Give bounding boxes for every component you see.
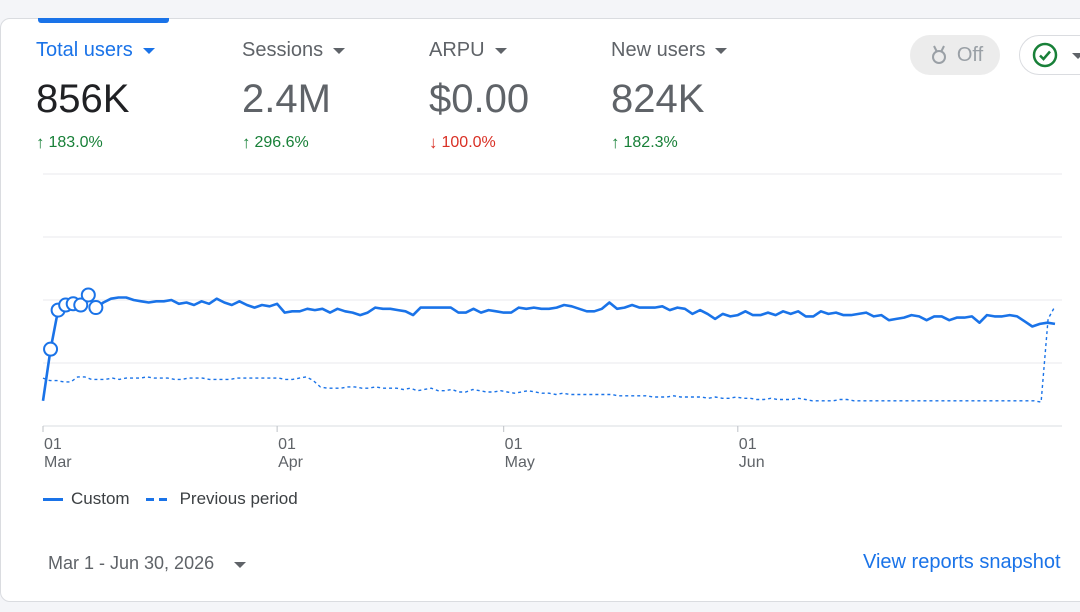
status-check-button[interactable]	[1019, 35, 1080, 75]
change-value: 100.0%	[441, 134, 496, 151]
arrow-up-icon: ↑	[611, 133, 620, 152]
x-tick-month-label: May	[505, 454, 535, 471]
x-tick-day-label: 01	[278, 436, 296, 453]
overview-card	[0, 18, 1080, 602]
solid-line-swatch	[43, 497, 63, 501]
metric-selector[interactable]: ARPU	[429, 37, 529, 63]
series-line-custom[interactable]	[41, 293, 1056, 401]
metric-selector[interactable]: New users	[611, 37, 728, 63]
x-tick-month-label: Jun	[739, 454, 765, 471]
metric-value: 856K	[36, 77, 130, 121]
metric-sessions[interactable]: Sessions 2.4M ↑ 296.6%	[242, 37, 346, 153]
x-tick-day-label: 01	[44, 436, 62, 453]
change-value: 182.3%	[623, 134, 678, 151]
metric-new-users[interactable]: New users 824K ↑ 182.3%	[611, 37, 728, 153]
dropdown-caret-icon	[333, 48, 346, 54]
legend-label: Previous period	[179, 489, 298, 508]
data-point-marker[interactable]	[80, 287, 96, 303]
legend-item-previous[interactable]: Previous period	[145, 489, 298, 509]
x-tick-day-label: 01	[505, 436, 523, 453]
metric-value: 2.4M	[242, 77, 331, 121]
metric-label: Total users	[36, 38, 133, 61]
x-tick-day-label: 01	[739, 436, 757, 453]
metric-arpu[interactable]: ARPU $0.00 ↓ 100.0%	[429, 37, 529, 153]
view-reports-link[interactable]: View reports snapshot	[863, 551, 1061, 573]
metric-change: ↑ 296.6%	[242, 133, 345, 153]
metric-change: ↓ 100.0%	[429, 133, 529, 153]
check-circle-icon	[1032, 42, 1058, 68]
x-tick-month-label: Apr	[278, 454, 304, 471]
data-point-marker[interactable]	[43, 341, 59, 357]
series-line-previous[interactable]	[42, 305, 1056, 403]
change-value: 183.0%	[48, 134, 103, 151]
dashed-line-swatch	[145, 497, 172, 501]
date-range-label: Mar 1 - Jun 30, 2026	[48, 553, 215, 573]
chevron-down-icon	[234, 561, 247, 568]
x-tick-month-label: Mar	[44, 454, 72, 471]
active-tab-indicator	[38, 18, 169, 23]
insights-toggle-button[interactable]: Off	[910, 35, 1000, 75]
metric-selector[interactable]: Total users	[36, 37, 155, 63]
data-point-marker[interactable]	[73, 297, 89, 313]
metric-label: ARPU	[429, 38, 485, 61]
dropdown-caret-icon	[494, 48, 507, 54]
metric-total-users[interactable]: Total users 856K ↑ 183.0%	[36, 37, 155, 153]
data-point-marker[interactable]	[88, 300, 104, 316]
legend-item-custom[interactable]: Custom	[43, 489, 130, 509]
chevron-down-icon	[1072, 53, 1080, 59]
metric-value: $0.00	[429, 77, 530, 121]
metric-label: Sessions	[242, 38, 324, 61]
metric-change: ↑ 183.0%	[36, 133, 155, 153]
metric-label: New users	[611, 38, 706, 61]
dropdown-caret-icon	[142, 48, 155, 54]
date-range-selector[interactable]: Mar 1 - Jun 30, 2026	[48, 553, 247, 574]
metric-change: ↑ 182.3%	[611, 133, 727, 153]
arrow-up-icon: ↑	[36, 133, 45, 152]
change-value: 296.6%	[254, 134, 309, 151]
legend-label: Custom	[71, 489, 130, 508]
metric-value: 824K	[611, 77, 705, 121]
dropdown-caret-icon	[715, 48, 728, 54]
metric-selector[interactable]: Sessions	[242, 37, 346, 63]
chart-legend: Custom Previous period	[43, 489, 304, 509]
toggle-label: Off	[956, 43, 984, 66]
medal-icon	[931, 45, 946, 64]
arrow-down-icon: ↓	[429, 133, 438, 152]
arrow-up-icon: ↑	[242, 133, 251, 152]
